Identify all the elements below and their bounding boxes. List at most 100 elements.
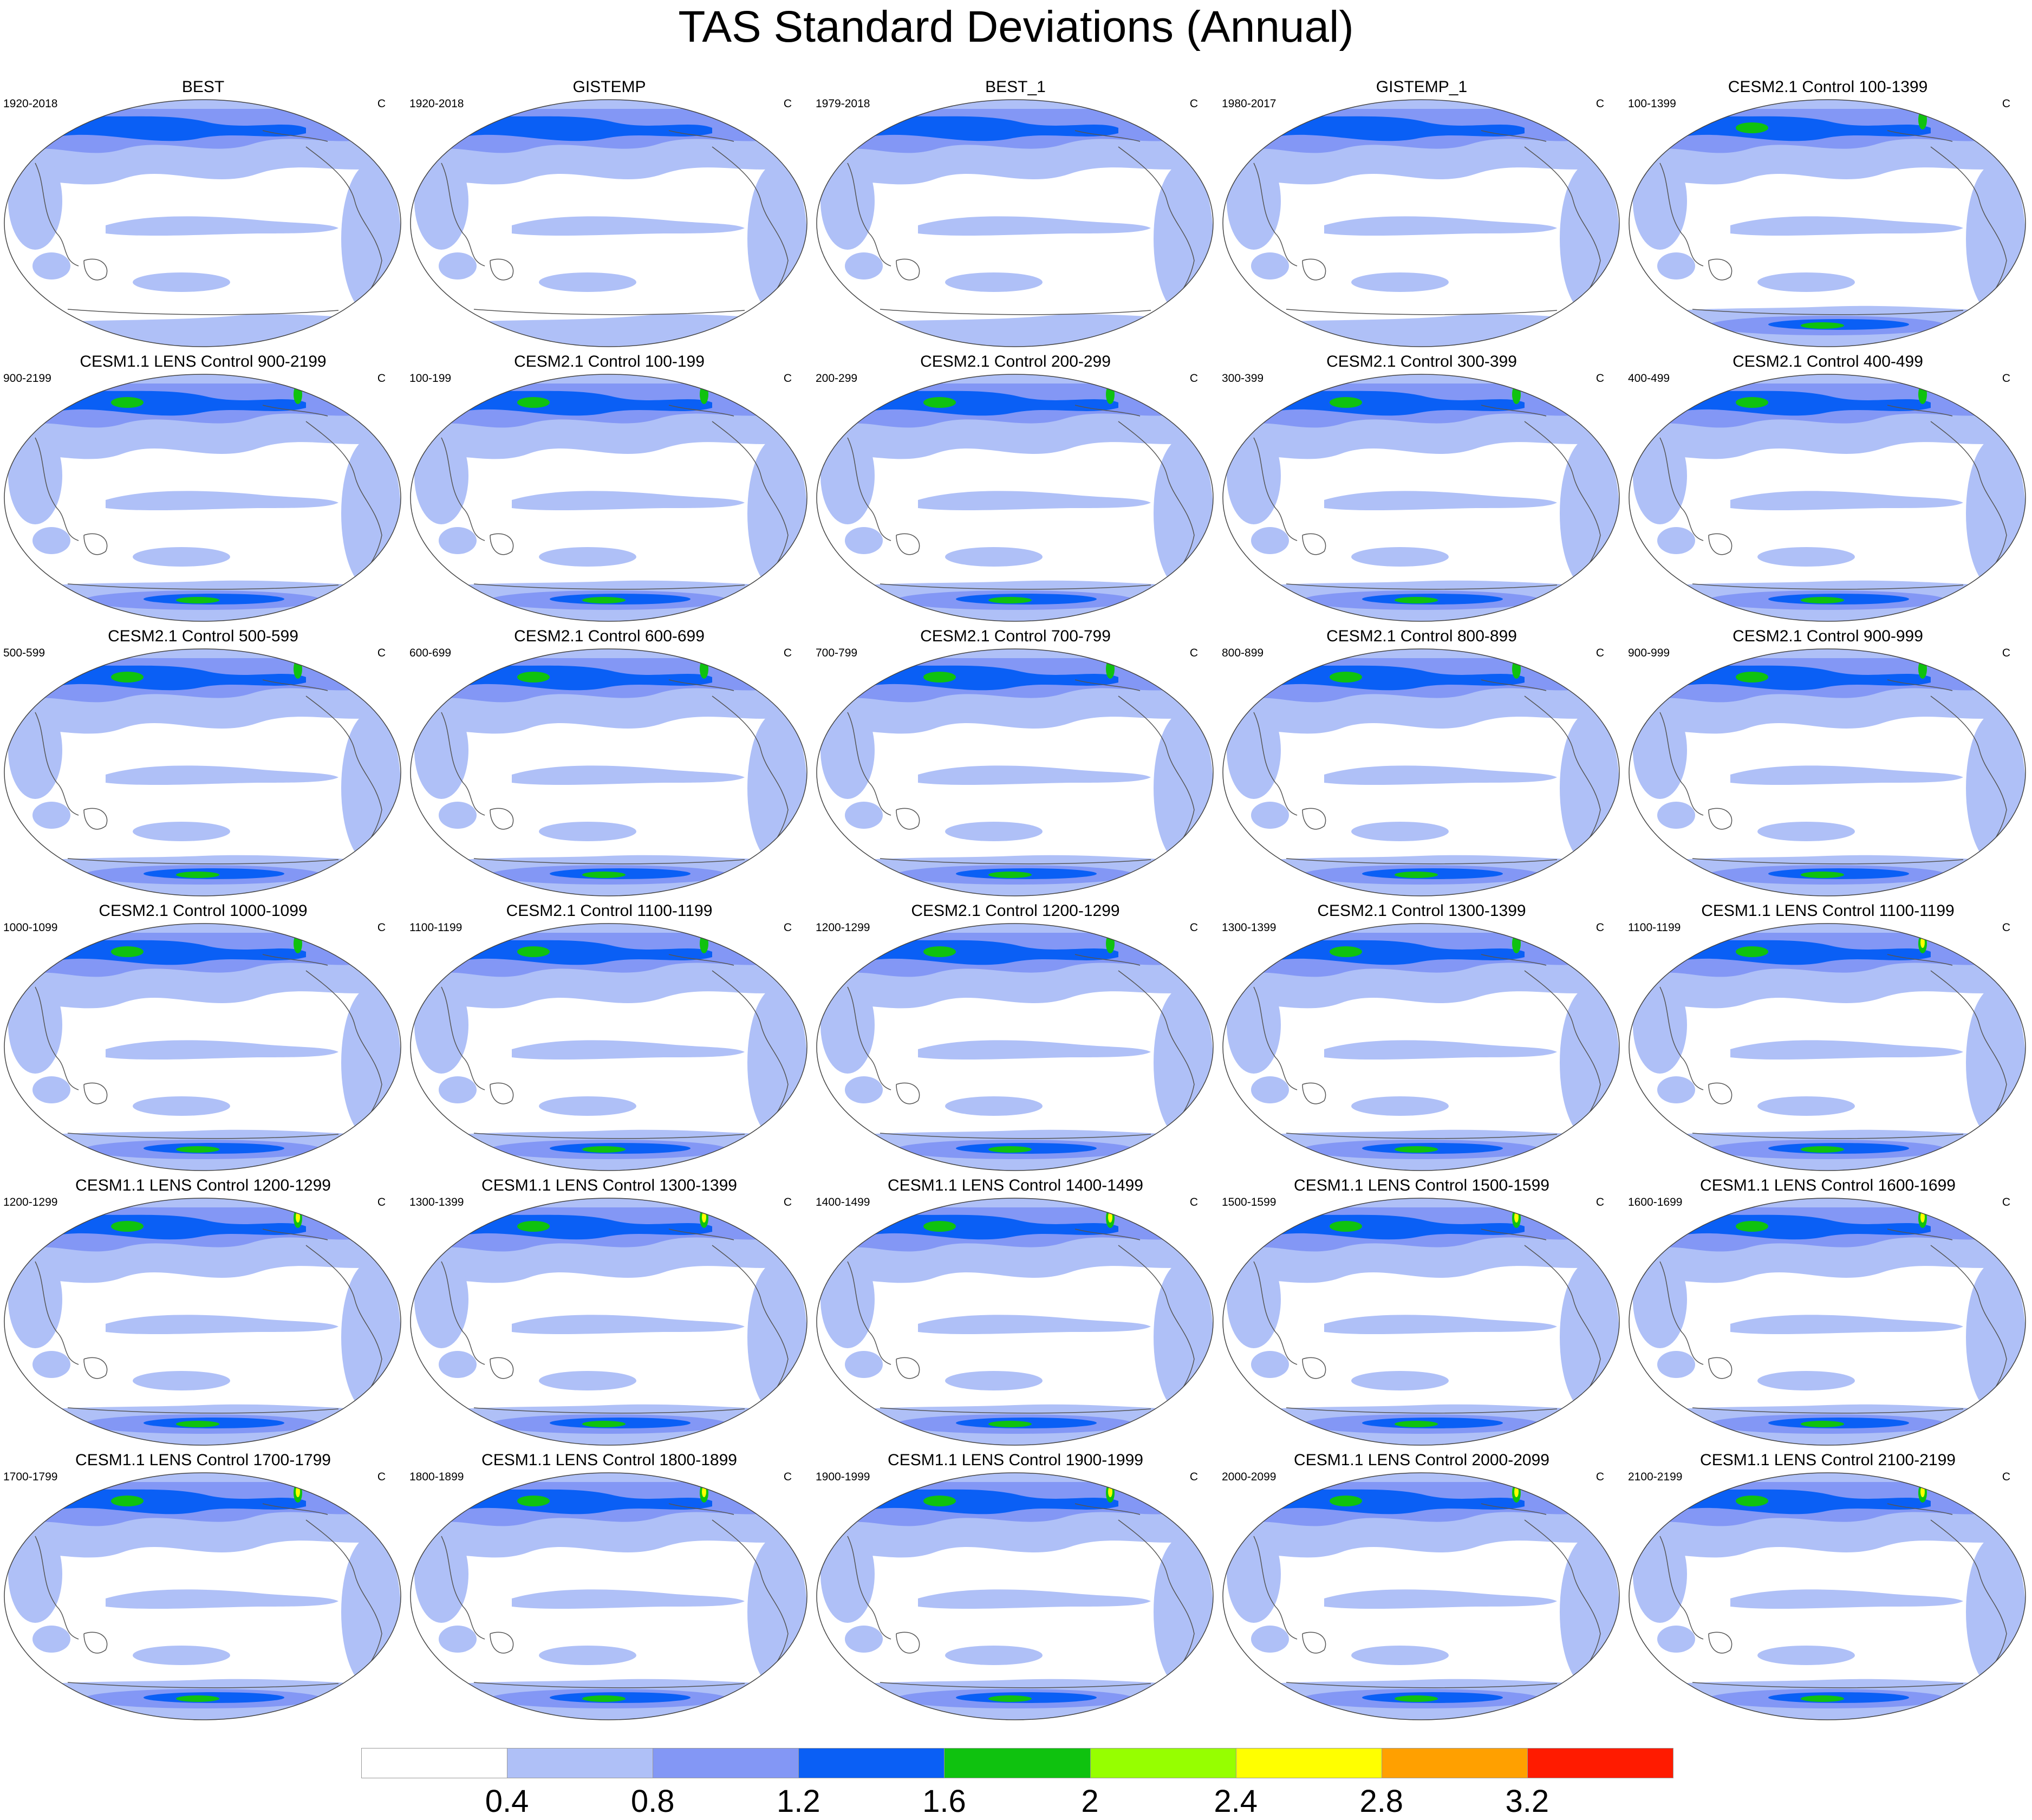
global-map [816, 99, 1214, 347]
panel-title: CESM1.1 LENS Control 1400-1499 [888, 1176, 1143, 1194]
map-panel: CESM1.1 LENS Control 1300-1399 1300-1399 C [406, 1176, 812, 1450]
panel-period-label: 900-2199 [3, 372, 51, 385]
panel-title: CESM2.1 Control 900-999 [1733, 627, 1923, 645]
panel-units-label: C [2002, 1471, 2010, 1483]
panel-units-label: C [377, 1196, 386, 1208]
panel-title: CESM2.1 Control 100-1399 [1728, 78, 1928, 96]
colorbar-tick-label: 3.2 [1505, 1784, 1549, 1819]
panel-units-label: C [2002, 372, 2010, 385]
panel-units-label: C [1189, 98, 1198, 110]
panel-units-label: C [377, 98, 386, 110]
panel-title: CESM1.1 LENS Control 2000-2099 [1294, 1451, 1549, 1469]
map-panel: BEST 1920-2018 C [0, 77, 406, 351]
global-map [816, 648, 1214, 896]
panel-units-label: C [783, 372, 792, 385]
global-map [410, 1472, 807, 1720]
colorbar-tick-label: 2.4 [1214, 1784, 1258, 1819]
panel-title: CESM2.1 Control 700-799 [920, 627, 1111, 645]
global-map [1629, 374, 2026, 622]
global-map [410, 374, 807, 622]
panel-units-label: C [783, 1471, 792, 1483]
panel-title: BEST [181, 78, 225, 96]
panel-title: CESM2.1 Control 500-599 [108, 627, 298, 645]
panel-period-label: 300-399 [1222, 372, 1264, 385]
panel-period-label: 1300-1399 [1222, 921, 1276, 934]
global-map [1222, 1198, 1620, 1446]
global-map [4, 1198, 401, 1446]
colorbar-tick-label: 2.8 [1359, 1784, 1404, 1819]
global-map [1222, 648, 1620, 896]
global-map [4, 923, 401, 1171]
global-map [1222, 923, 1620, 1171]
map-panel: CESM2.1 Control 1000-1099 1000-1099 C [0, 901, 406, 1175]
panel-period-label: 1800-1899 [409, 1471, 464, 1483]
global-map [816, 374, 1214, 622]
panel-period-label: 1100-1199 [409, 921, 463, 934]
panel-period-label: 100-199 [409, 372, 452, 385]
panel-units-label: C [1189, 372, 1198, 385]
colorbar-tick-label: 1.2 [777, 1784, 820, 1819]
panel-period-label: 1700-1799 [3, 1471, 58, 1483]
panel-period-label: 1980-2017 [1222, 98, 1276, 110]
panel-units-label: C [377, 1471, 386, 1483]
colorbar [361, 1748, 1673, 1779]
colorbar-tick-label: 1.6 [922, 1784, 966, 1819]
panel-units-label: C [377, 921, 386, 934]
map-panel: CESM2.1 Control 1200-1299 1200-1299 C [812, 901, 1219, 1175]
panel-period-label: 1920-2018 [3, 98, 58, 110]
panel-units-label: C [1595, 921, 1604, 934]
panel-period-label: 1300-1399 [409, 1196, 464, 1208]
colorbar-box [1527, 1748, 1673, 1778]
map-panel: CESM1.1 LENS Control 1500-1599 1500-1599 C [1219, 1176, 1625, 1450]
global-map [1629, 1472, 2026, 1720]
panel-period-label: 1100-1199 [1628, 921, 1681, 934]
panel-period-label: 100-1399 [1628, 98, 1676, 110]
map-panel: CESM2.1 Control 300-399 300-399 C [1219, 352, 1625, 626]
panel-period-label: 900-999 [1628, 647, 1670, 659]
panel-period-label: 500-599 [3, 647, 45, 659]
panel-title: CESM2.1 Control 1100-1199 [506, 902, 713, 920]
panel-units-label: C [783, 1196, 792, 1208]
panel-title: CESM2.1 Control 100-199 [514, 353, 705, 370]
panel-units-label: C [1595, 1471, 1604, 1483]
map-panel: CESM2.1 Control 100-1399 100-1399 C [1625, 77, 2031, 351]
panel-title: CESM1.1 LENS Control 1600-1699 [1700, 1176, 1956, 1194]
map-panel: CESM2.1 Control 1100-1199 1100-1199 C [406, 901, 812, 1175]
panel-title: CESM2.1 Control 1300-1399 [1317, 902, 1526, 920]
map-panel: CESM2.1 Control 100-199 100-199 C [406, 352, 812, 626]
panel-units-label: C [2002, 98, 2010, 110]
panel-units-label: C [1595, 647, 1604, 659]
map-panel: GISTEMP 1920-2018 C [406, 77, 812, 351]
panel-units-label: C [2002, 1196, 2010, 1208]
panel-period-label: 1600-1699 [1628, 1196, 1683, 1208]
panel-units-label: C [1595, 98, 1604, 110]
panel-period-label: 1400-1499 [816, 1196, 870, 1208]
global-map [4, 99, 401, 347]
panel-title: CESM1.1 LENS Control 1200-1299 [75, 1176, 331, 1194]
map-panel-grid: BEST 1920-2018 C GISTEMP 1920-2018 C BEST_1 197… [0, 77, 2031, 1724]
map-panel: CESM1.1 LENS Control 900-2199 900-2199 C [0, 352, 406, 626]
colorbar-tick-label: 2 [1081, 1784, 1099, 1819]
panel-period-label: 1900-1999 [816, 1471, 870, 1483]
global-map [410, 99, 807, 347]
colorbar-box [361, 1748, 508, 1778]
colorbar-box [944, 1748, 1091, 1778]
global-map [1222, 99, 1620, 347]
panel-units-label: C [377, 647, 386, 659]
panel-period-label: 1200-1299 [816, 921, 870, 934]
panel-title: CESM1.1 LENS Control 1100-1199 [1701, 902, 1955, 920]
global-map [816, 923, 1214, 1171]
map-panel: CESM2.1 Control 1300-1399 1300-1399 C [1219, 901, 1625, 1175]
map-panel: CESM1.1 LENS Control 2000-2099 2000-2099 C [1219, 1451, 1625, 1724]
panel-title: GISTEMP [572, 78, 646, 96]
panel-period-label: 800-899 [1222, 647, 1264, 659]
panel-period-label: 2100-2199 [1628, 1471, 1683, 1483]
global-map [1629, 648, 2026, 896]
global-map [4, 374, 401, 622]
panel-title: CESM2.1 Control 1000-1099 [99, 902, 308, 920]
colorbar-box [653, 1748, 799, 1778]
panel-title: CESM2.1 Control 800-899 [1326, 627, 1517, 645]
panel-period-label: 200-299 [816, 372, 858, 385]
map-panel: CESM1.1 LENS Control 2100-2199 2100-2199 C [1625, 1451, 2031, 1724]
map-panel: CESM2.1 Control 600-699 600-699 C [406, 627, 812, 900]
